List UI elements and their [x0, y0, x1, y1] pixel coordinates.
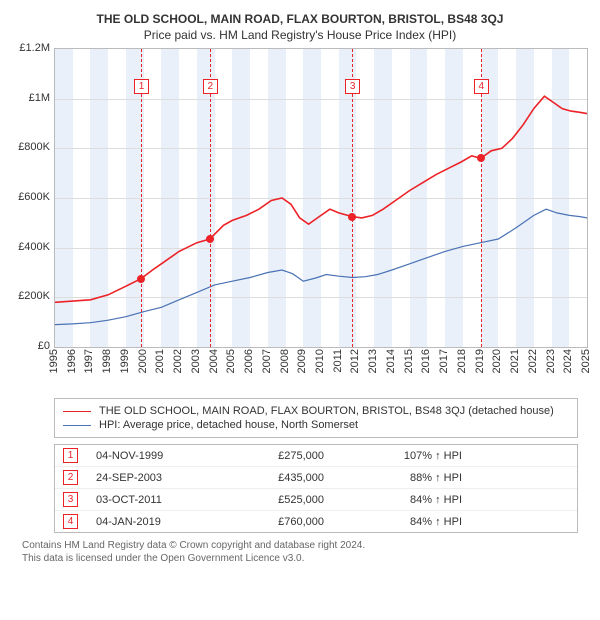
y-tick-label: £400K	[18, 241, 50, 253]
footer-text: Contains HM Land Registry data © Crown c…	[22, 539, 590, 565]
x-tick-label: 2015	[403, 349, 415, 373]
transaction-price: £760,000	[234, 516, 324, 528]
y-tick-label: £800K	[18, 141, 50, 153]
x-tick-label: 2019	[474, 349, 486, 373]
x-tick-label: 1997	[83, 349, 95, 373]
y-axis-labels: £0£200K£400K£600K£800K£1M£1.2M	[10, 48, 52, 348]
x-tick-label: 2023	[545, 349, 557, 373]
x-tick-label: 2002	[172, 349, 184, 373]
x-tick-label: 1995	[48, 349, 60, 373]
x-tick-label: 2022	[527, 349, 539, 373]
x-tick-label: 2021	[509, 349, 521, 373]
transaction-date: 24-SEP-2003	[96, 472, 216, 484]
x-tick-label: 2012	[349, 349, 361, 373]
x-tick-label: 2020	[491, 349, 503, 373]
x-tick-label: 2018	[456, 349, 468, 373]
transaction-dot-3	[348, 213, 356, 221]
legend-item: THE OLD SCHOOL, MAIN ROAD, FLAX BOURTON,…	[63, 405, 569, 417]
legend-label: THE OLD SCHOOL, MAIN ROAD, FLAX BOURTON,…	[99, 405, 554, 417]
transaction-marker-2: 2	[203, 79, 218, 94]
x-tick-label: 2003	[190, 349, 202, 373]
x-tick-label: 2009	[296, 349, 308, 373]
x-tick-label: 2024	[562, 349, 574, 373]
transaction-date: 04-NOV-1999	[96, 450, 216, 462]
footer-line-2: This data is licensed under the Open Gov…	[22, 552, 590, 565]
x-tick-label: 1996	[66, 349, 78, 373]
x-tick-label: 2005	[225, 349, 237, 373]
gridline	[55, 198, 587, 199]
legend-swatch	[63, 411, 91, 412]
x-tick-label: 2025	[580, 349, 592, 373]
plot-area: 1 2 3 4	[54, 48, 588, 348]
gridline	[55, 248, 587, 249]
x-tick-label: 1998	[101, 349, 113, 373]
transaction-dot-4	[477, 154, 485, 162]
y-tick-label: £1M	[29, 92, 50, 104]
footer-line-1: Contains HM Land Registry data © Crown c…	[22, 539, 590, 552]
x-tick-label: 2010	[314, 349, 326, 373]
x-tick-label: 2004	[208, 349, 220, 373]
transaction-date: 03-OCT-2011	[96, 494, 216, 506]
transaction-row: 3 03-OCT-2011 £525,000 84% ↑ HPI	[55, 488, 577, 510]
transaction-price: £275,000	[234, 450, 324, 462]
transaction-marker-4: 4	[474, 79, 489, 94]
gridline	[55, 99, 587, 100]
x-axis-labels: 1995199619971998199920002001200220032004…	[54, 349, 588, 393]
x-tick-label: 2017	[438, 349, 450, 373]
transaction-marker-1: 1	[134, 79, 149, 94]
transaction-index-box: 4	[63, 514, 78, 529]
transaction-pct: 88% ↑ HPI	[342, 472, 462, 484]
transaction-pct: 107% ↑ HPI	[342, 450, 462, 462]
transaction-date: 04-JAN-2019	[96, 516, 216, 528]
gridline	[55, 148, 587, 149]
transaction-marker-3: 3	[345, 79, 360, 94]
transaction-dot-1	[137, 275, 145, 283]
transaction-pct: 84% ↑ HPI	[342, 516, 462, 528]
transaction-index-box: 1	[63, 448, 78, 463]
chart-area: £0£200K£400K£600K£800K£1M£1.2M 1234 1995…	[10, 48, 590, 394]
legend-box: THE OLD SCHOOL, MAIN ROAD, FLAX BOURTON,…	[54, 398, 578, 438]
legend-item: HPI: Average price, detached house, Nort…	[63, 419, 569, 431]
y-tick-label: £1.2M	[19, 42, 50, 54]
y-tick-label: £600K	[18, 191, 50, 203]
gridline	[55, 297, 587, 298]
transaction-price: £525,000	[234, 494, 324, 506]
x-tick-label: 2014	[385, 349, 397, 373]
transaction-table: 1 04-NOV-1999 £275,000 107% ↑ HPI 2 24-SEP-20…	[54, 444, 578, 533]
transaction-index-box: 3	[63, 492, 78, 507]
transaction-dot-2	[206, 235, 214, 243]
x-tick-label: 2000	[137, 349, 149, 373]
x-tick-label: 2008	[279, 349, 291, 373]
legend-label: HPI: Average price, detached house, Nort…	[99, 419, 358, 431]
transaction-row: 2 24-SEP-2003 £435,000 88% ↑ HPI	[55, 466, 577, 488]
x-tick-label: 1999	[119, 349, 131, 373]
y-tick-label: £200K	[18, 290, 50, 302]
transaction-row: 1 04-NOV-1999 £275,000 107% ↑ HPI	[55, 445, 577, 466]
transaction-price: £435,000	[234, 472, 324, 484]
transaction-row: 4 04-JAN-2019 £760,000 84% ↑ HPI	[55, 510, 577, 532]
chart-title: THE OLD SCHOOL, MAIN ROAD, FLAX BOURTON,…	[10, 12, 590, 26]
transaction-index-box: 2	[63, 470, 78, 485]
x-tick-label: 2001	[154, 349, 166, 373]
legend-swatch	[63, 425, 91, 426]
transaction-pct: 84% ↑ HPI	[342, 494, 462, 506]
x-tick-label: 2013	[367, 349, 379, 373]
chart-container: THE OLD SCHOOL, MAIN ROAD, FLAX BOURTON,…	[0, 0, 600, 571]
x-tick-label: 2006	[243, 349, 255, 373]
x-tick-label: 2011	[332, 349, 344, 373]
chart-subtitle: Price paid vs. HM Land Registry's House …	[10, 28, 590, 42]
x-tick-label: 2016	[420, 349, 432, 373]
x-tick-label: 2007	[261, 349, 273, 373]
